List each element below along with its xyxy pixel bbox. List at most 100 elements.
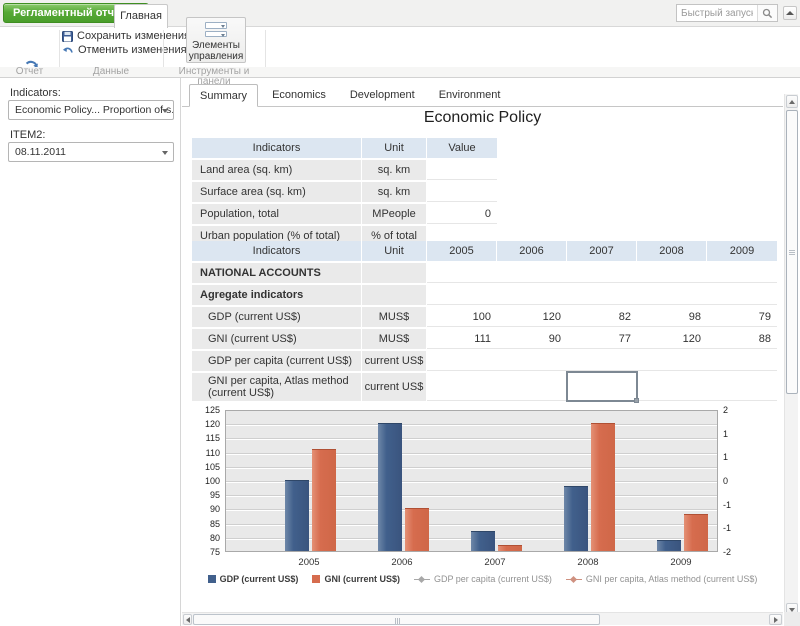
secondary-y-axis-tick-label: 1 [723, 428, 729, 439]
value-cell[interactable]: 120 [497, 307, 567, 327]
parameters-panel: Indicators: Economic Policy... Proportio… [0, 78, 181, 626]
group-label-report: Отчет [15, 66, 44, 77]
bar-gdp-current-us-[interactable] [564, 486, 588, 551]
value-cell[interactable] [497, 351, 567, 371]
page-title: Economic Policy [423, 109, 542, 126]
y-axis-tick-label: 95 [209, 490, 220, 501]
value-cell[interactable] [567, 351, 637, 371]
merged-value-cell [427, 263, 777, 283]
bar-gdp-current-us-[interactable] [378, 423, 402, 551]
gridline [226, 523, 717, 526]
value-cell[interactable]: 0 [427, 204, 497, 224]
legend-swatch-icon [207, 575, 216, 583]
gridline [226, 452, 717, 455]
value-cell[interactable] [707, 373, 777, 401]
bar-gni-current-us-[interactable] [312, 449, 336, 551]
value-cell[interactable] [427, 160, 497, 180]
search-button[interactable] [757, 5, 777, 21]
vertical-scrollbar[interactable] [784, 94, 798, 618]
ribbon-group-row: Отчет Данные Инструменты и панели [0, 66, 800, 87]
indicator-cell: GDP per capita (current US$) [192, 351, 362, 371]
economic-policy-chart: 125 120 115 110 105 100 95 90 85 80 75 2 1 1 0 -1 -1 -2 … [182, 404, 783, 594]
group-separator [265, 30, 266, 76]
item2-label: ITEM2: [10, 129, 46, 141]
chevron-down-icon [162, 109, 168, 113]
arrow-down-icon [789, 607, 795, 612]
search-input[interactable] [677, 5, 757, 21]
value-cell[interactable] [427, 182, 497, 202]
table-row: NATIONAL ACCOUNTS [192, 263, 777, 283]
tab-economics[interactable]: Economics [272, 89, 326, 101]
indicators-dropdown-value: Economic Policy... Proportion of s... (1 [15, 104, 174, 116]
value-cell[interactable]: 82 [567, 307, 637, 327]
value-cell[interactable] [427, 373, 497, 401]
bar-gni-current-us-[interactable] [405, 508, 429, 551]
bar-gdp-current-us-[interactable] [657, 540, 681, 551]
value-cell[interactable]: 88 [707, 329, 777, 349]
tab-development[interactable]: Development [349, 89, 415, 101]
value-cell[interactable]: 77 [567, 329, 637, 349]
horizontal-scrollbar[interactable] [182, 612, 783, 625]
indicator-cell: Agregate indicators [192, 285, 362, 305]
table-row: GNI per capita, Atlas method (current US… [192, 371, 777, 403]
report-menu-button[interactable]: Регламентный отчет [3, 3, 150, 23]
bar-gni-current-us-[interactable] [591, 423, 615, 551]
value-cell[interactable] [497, 373, 567, 401]
legend-item: GNI (current US$) [312, 574, 400, 584]
value-cell[interactable] [637, 373, 707, 401]
value-cell[interactable]: 111 [427, 329, 497, 349]
table-row: Agregate indicators [192, 285, 777, 305]
save-changes-label: Сохранить изменения [77, 30, 190, 42]
value-cell[interactable] [707, 351, 777, 371]
selection-handle[interactable] [634, 398, 639, 403]
group-label-data: Данные [92, 66, 130, 77]
legend-item: GDP (current US$) [207, 574, 298, 584]
controls-button[interactable]: Элементы управления [186, 17, 246, 63]
y-axis-tick-label: 115 [205, 433, 220, 444]
tab-summary[interactable]: Summary [189, 84, 259, 107]
value-cell[interactable] [637, 351, 707, 371]
indicator-cell: NATIONAL ACCOUNTS [192, 263, 362, 283]
save-changes-button[interactable]: Сохранить изменения [62, 29, 190, 43]
value-cell[interactable]: 100 [427, 307, 497, 327]
value-cell[interactable]: 98 [637, 307, 707, 327]
horizontal-scroll-thumb[interactable] [193, 614, 600, 625]
ribbon-tab-home[interactable]: Главная [114, 4, 168, 28]
tab-environment[interactable]: Environment [438, 89, 501, 101]
undo-changes-button[interactable]: Отменить изменения [62, 43, 187, 57]
value-cell[interactable]: 90 [497, 329, 567, 349]
scroll-up-button[interactable] [786, 95, 798, 108]
bar-gni-current-us-[interactable] [498, 545, 522, 551]
gridline [226, 495, 717, 498]
legend-diamond-icon [418, 575, 426, 583]
item2-dropdown[interactable]: 08.11.2011 [8, 142, 174, 162]
y-axis-tick-label: 100 [204, 476, 220, 486]
vertical-scroll-thumb[interactable] [786, 110, 798, 394]
controls-label: Элементы управления [188, 40, 244, 62]
value-cell[interactable] [427, 351, 497, 371]
gridline [226, 438, 717, 441]
column-header: 2008 [637, 241, 707, 261]
x-axis-label: 2008 [577, 557, 599, 568]
scroll-right-button[interactable] [769, 614, 782, 625]
collapse-ribbon-button[interactable] [783, 6, 797, 20]
bar-gdp-current-us-[interactable] [285, 480, 309, 551]
column-header: Unit [362, 241, 427, 261]
column-header: Indicators [192, 138, 362, 158]
indicators-dropdown[interactable]: Economic Policy... Proportion of s... (1 [8, 100, 174, 120]
value-cell[interactable]: 79 [707, 307, 777, 327]
thumb-grip-icon [789, 250, 795, 255]
bar-gni-current-us-[interactable] [684, 514, 708, 551]
scroll-left-button[interactable] [183, 614, 192, 625]
bar-gdp-current-us-[interactable] [471, 531, 495, 551]
y-axis-tick-label: 75 [209, 547, 220, 557]
secondary-y-axis-tick-label: 2 [723, 405, 729, 415]
gridline [226, 466, 717, 469]
report-menu-label: Регламентный отчет [13, 7, 126, 19]
chevron-down-icon [162, 151, 168, 155]
merged-value-cell [427, 285, 777, 305]
secondary-y-axis-tick-label: 0 [723, 476, 729, 486]
value-cell[interactable] [566, 371, 639, 403]
value-cell[interactable]: 120 [637, 329, 707, 349]
